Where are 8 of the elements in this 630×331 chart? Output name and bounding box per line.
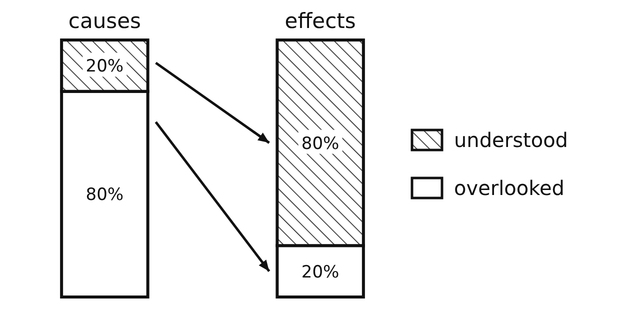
data-label: 20% bbox=[86, 56, 124, 77]
legend-label: understood bbox=[454, 128, 568, 152]
x-tick-label: causes bbox=[68, 9, 141, 33]
data-label: 80% bbox=[301, 134, 340, 154]
data-label: 20% bbox=[301, 262, 340, 282]
legend-label: overlooked bbox=[454, 176, 564, 200]
x-tick-label: effects bbox=[284, 9, 356, 33]
data-label: 80% bbox=[86, 185, 124, 206]
